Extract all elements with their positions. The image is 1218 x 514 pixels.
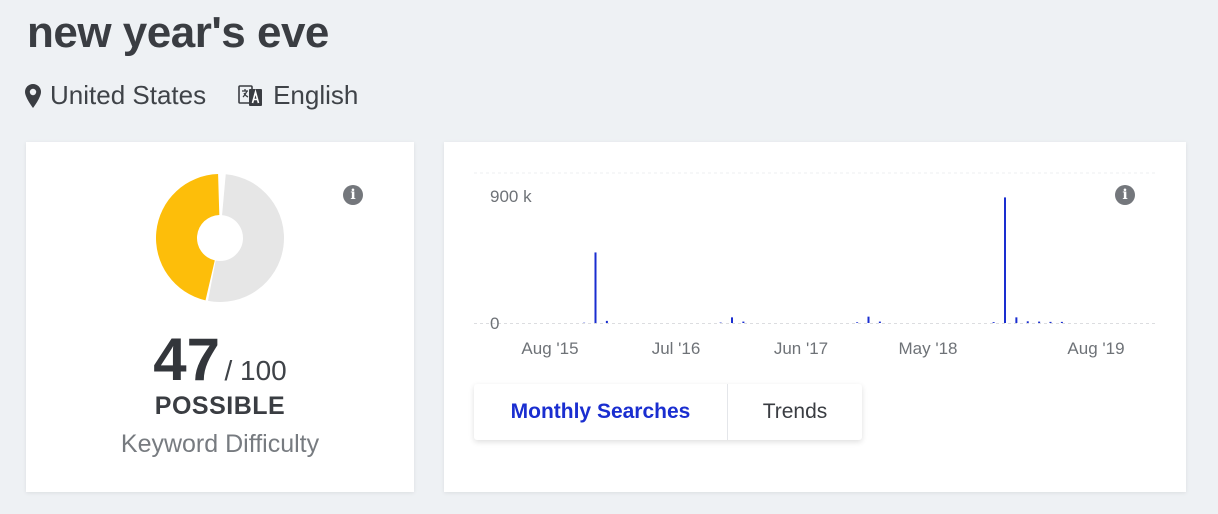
map-pin-icon (25, 83, 41, 108)
translate-icon (238, 84, 263, 106)
keyword-title: new year's eve (27, 8, 329, 57)
language-text: English (273, 80, 359, 110)
y-tick-label: 0 (490, 314, 499, 333)
difficulty-max: / 100 (224, 355, 287, 386)
difficulty-score: 47 / 100 (26, 325, 414, 394)
difficulty-level: POSSIBLE (154, 392, 286, 420)
difficulty-remaining-arc (208, 174, 285, 302)
location: United States (25, 80, 206, 111)
tab-monthly-searches[interactable]: Monthly Searches (474, 384, 728, 440)
y-tick-label: 900 k (490, 187, 532, 206)
x-tick-label: Aug '15 (521, 339, 578, 358)
keyword-difficulty-card: i 47 / 100 POSSIBLE Keyword Difficulty (26, 142, 414, 492)
search-volume-card: 0 900 k Aug '15 Jul '16 Jun '17 May '18 Aug '1… (444, 142, 1186, 492)
keyword-meta: United States English (25, 80, 390, 111)
language: English (238, 80, 358, 111)
info-icon[interactable]: i (1115, 185, 1135, 205)
location-text: United States (50, 80, 207, 110)
difficulty-value: 47 (153, 326, 220, 393)
x-tick-label: Jul '16 (652, 339, 701, 358)
x-tick-label: May '18 (899, 339, 958, 358)
volume-tabs: Monthly Searches Trends (474, 384, 862, 440)
difficulty-caption: Keyword Difficulty (120, 430, 320, 458)
info-icon[interactable]: i (343, 185, 363, 205)
tab-trends[interactable]: Trends (762, 400, 828, 423)
x-tick-label: Jun '17 (774, 339, 828, 358)
difficulty-donut (156, 174, 285, 302)
difficulty-filled-arc (156, 174, 220, 301)
search-volume-chart: 0 900 k Aug '15 Jul '16 Jun '17 May '18 Aug '1… (474, 172, 1156, 358)
x-tick-label: Aug '19 (1067, 339, 1124, 358)
